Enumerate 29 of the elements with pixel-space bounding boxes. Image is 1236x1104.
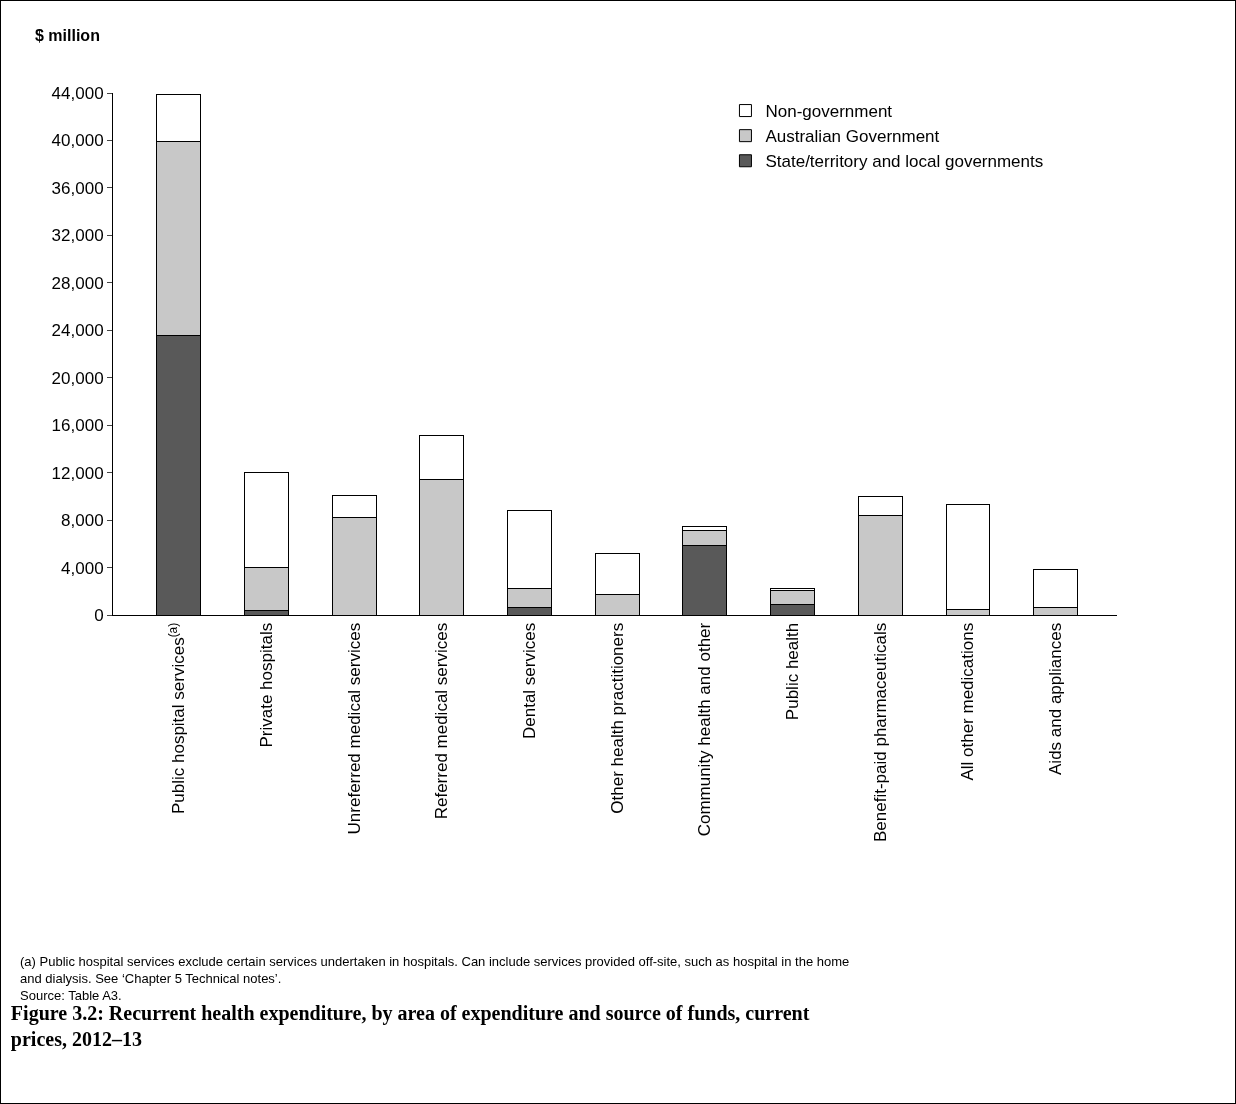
x-tick-label: Community health and other <box>695 622 715 837</box>
x-tick-label: Unreferred medical services <box>344 622 364 835</box>
y-tick-label: 36,000 <box>51 178 104 198</box>
x-tick-label: Aids and appliances <box>1046 622 1066 775</box>
y-tick-label: 12,000 <box>51 463 104 483</box>
x-tick-label: All other medications <box>958 622 978 781</box>
y-tick-label: 20,000 <box>51 368 104 388</box>
y-tick-label: 32,000 <box>51 226 104 246</box>
y-tick-label: 24,000 <box>51 321 104 341</box>
x-tick-label: Public health <box>783 622 803 721</box>
x-tick-label: Private hospitals <box>256 622 276 748</box>
text: (a) Public hospital services exclude certain services undertaken in hospitals. Can include services provided off-site, such as hospital in the home and dialysis. See ‘Chapter 5 Technical notes’. <box>20 954 850 986</box>
text: Figure 3.2: Recurrent health expenditure, by area of expenditure and source of funds, current prices, 2012–13 <box>10 1002 810 1052</box>
source-note: Source: Table A3. <box>20 988 122 1003</box>
x-tick-label: Benefit-paid pharmaceuticals <box>870 622 890 843</box>
y-tick-label: 8,000 <box>61 511 104 531</box>
y-tick-label: 16,000 <box>51 416 104 436</box>
y-tick-label: 44,000 <box>51 83 104 103</box>
y-tick-label: 40,000 <box>51 131 104 151</box>
y-tick-label: 28,000 <box>51 273 104 293</box>
y-axis-title: $ million <box>35 27 100 44</box>
y-tick-label: 0 <box>94 605 104 625</box>
legend-label: Australian Government <box>765 127 940 147</box>
legend-label: Non-government <box>765 102 893 122</box>
x-tick-label: Dental services <box>520 622 540 740</box>
x-tick-label: Other health practitioners <box>607 622 627 814</box>
x-tick-label: Referred medical services <box>432 622 452 820</box>
legend-label: State/territory and local governments <box>765 152 1044 172</box>
y-tick-label: 4,000 <box>61 558 104 578</box>
